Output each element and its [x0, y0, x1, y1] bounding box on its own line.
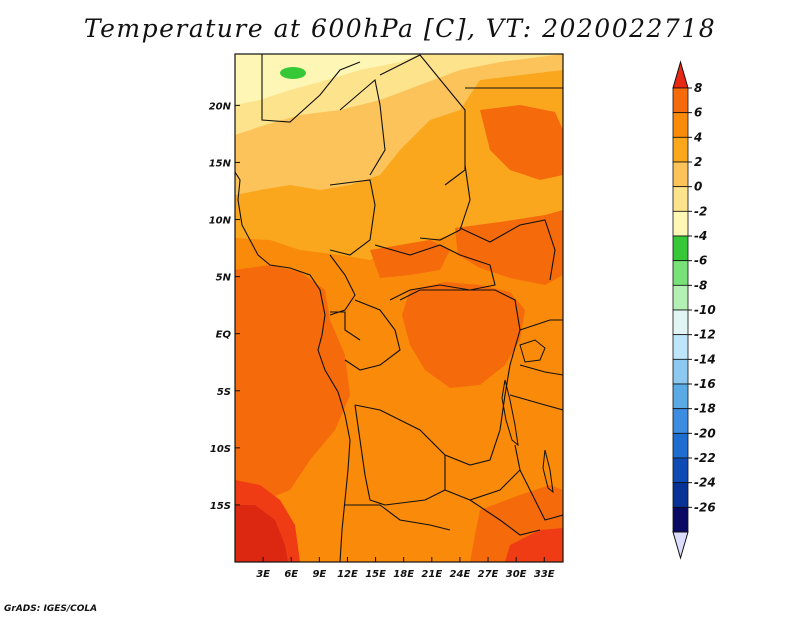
lat-tick-label: EQ [216, 330, 232, 341]
colorbar-segment [672, 136, 689, 163]
colorbar-label: -10 [694, 303, 716, 317]
lon-tick-label: 12E [337, 569, 358, 580]
lon-tick-label: 18E [393, 569, 414, 580]
colorbar-label: 4 [693, 130, 702, 144]
hot-southeast [505, 528, 563, 562]
colorbar-segment [672, 383, 689, 410]
border-congo [344, 299, 401, 371]
colorbar-segment [672, 334, 689, 360]
map-title: Temperature at 600hPa [C], VT: 202002271… [83, 14, 717, 43]
colorbar-label: -26 [694, 500, 716, 514]
colorbar-segment [672, 482, 689, 508]
contour-minus4-to-minus2 [235, 54, 420, 105]
colorbar: 8 6 4 2 0 -2 -4 -6 -8 -10 -12 -14 -16 -18 -20 -22 -24 -26 [672, 60, 716, 560]
colorbar-segment [672, 161, 689, 188]
lat-tick-label: 10N [209, 216, 232, 227]
lon-tick-label: 3E [256, 569, 270, 580]
border-east-africa [509, 319, 563, 411]
colorbar-segment [672, 260, 689, 286]
colorbar-label: -18 [694, 402, 716, 416]
colorbar-label: 6 [694, 106, 702, 120]
cold-pocket-green [280, 67, 306, 79]
lon-tick-label: 24E [450, 569, 471, 580]
colorbar-label: -12 [694, 328, 716, 342]
colorbar-segment [672, 358, 689, 385]
lon-tick-label: 6E [284, 569, 298, 580]
temperature-field [235, 54, 563, 562]
map-frame [234, 53, 564, 563]
country-borders [235, 54, 563, 562]
colorbar-segment [672, 309, 689, 336]
border-namibia [345, 504, 451, 531]
colorbar-label: 2 [694, 155, 702, 169]
colorbar-label: -20 [694, 426, 716, 440]
colorbar-label: -16 [694, 377, 716, 391]
border-car [374, 244, 496, 301]
lon-tick-label: 30E [506, 569, 527, 580]
colorbar-segment [672, 235, 689, 262]
colorbar-label: -14 [694, 352, 716, 366]
border-angola [354, 404, 446, 506]
lake-victoria [519, 339, 546, 363]
lon-tick-label: 27E [478, 569, 499, 580]
west-african-coastline [235, 171, 351, 562]
border-drc [354, 289, 521, 466]
border-mali-niger [339, 78, 386, 176]
colorbar-bottom-cap [672, 531, 689, 560]
colorbar-segment [672, 284, 689, 311]
border-nigeria [329, 179, 376, 256]
colorbar-label: -6 [694, 254, 707, 268]
lon-tick-label: 15E [365, 569, 386, 580]
colorbar-label: -4 [694, 229, 707, 243]
lon-tick-label: 21E [421, 569, 442, 580]
border-zimbabwe [469, 499, 541, 536]
colorbar-top-cap [672, 60, 689, 89]
warm-atlantic [235, 265, 350, 505]
lon-tick-label: 33E [534, 569, 555, 580]
colorbar-segment [672, 432, 689, 459]
lat-tick-label: 10S [210, 444, 231, 455]
border-zambia [444, 444, 521, 501]
colorbar-label: 0 [694, 180, 702, 194]
colorbar-label: -2 [694, 204, 707, 218]
warm-northeast [480, 105, 563, 180]
lat-tick-label: 15N [209, 158, 232, 169]
longitude-axis: 3E 6E 9E 12E 15E 18E 21E 24E 27E 30E 33E [256, 557, 555, 580]
lon-tick-label: 9E [312, 569, 326, 580]
colorbar-segment [672, 186, 689, 212]
lake-malawi [542, 449, 554, 494]
border-south-sudan [459, 219, 556, 281]
colorbar-segment [672, 210, 689, 237]
colorbar-segment [672, 408, 689, 434]
lat-tick-label: 5N [216, 273, 232, 284]
lat-tick-label: 20N [209, 101, 232, 112]
colorbar-label: -22 [694, 451, 716, 465]
lat-tick-label: 5S [217, 387, 231, 398]
border-chad-sudan [419, 164, 471, 241]
colorbar-label: -8 [694, 278, 707, 292]
border-mauritania-mali [261, 54, 361, 123]
colorbar-segment [672, 112, 689, 138]
lat-tick-label: 15S [210, 501, 231, 512]
warm-central-africa [402, 282, 525, 388]
colorbar-segment [672, 87, 689, 114]
grads-credit: GrADS: IGES/COLA [4, 604, 98, 614]
border-niger-chad [379, 54, 466, 186]
colorbar-label: -24 [694, 476, 716, 490]
colorbar-segment [672, 457, 689, 484]
lake-tanganyika [501, 379, 519, 447]
colorbar-label: 8 [694, 81, 702, 95]
hot-core-southwest [235, 505, 288, 562]
colorbar-segment [672, 506, 689, 533]
border-gabon [330, 311, 361, 341]
border-mozambique [519, 469, 563, 521]
latitude-axis: 20N 15N 10N 5N EQ 5S 10S 15S [209, 101, 240, 512]
warm-east-band [455, 210, 563, 285]
